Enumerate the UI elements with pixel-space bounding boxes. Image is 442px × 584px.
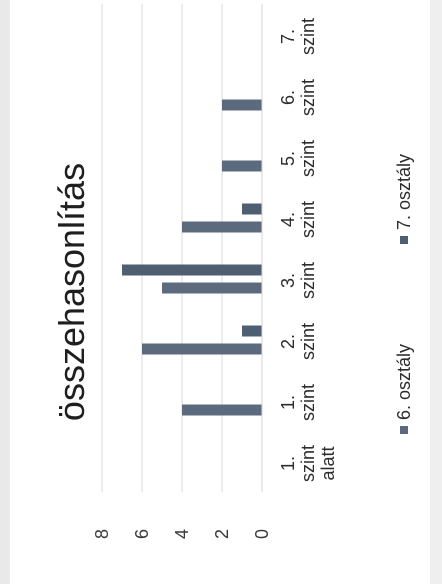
x-category-label-line: szint	[298, 201, 318, 238]
x-category-label-line: szint	[298, 384, 318, 421]
legend-swatch	[400, 426, 408, 434]
bar-6-osztaly	[142, 343, 262, 355]
x-category-label: 4. szint	[278, 201, 318, 238]
x-category-label: 3. szint	[278, 262, 318, 299]
y-tick-label: 2	[212, 529, 232, 539]
x-category-label-line: 4.	[278, 212, 298, 227]
x-category-label: 6. szint	[278, 79, 318, 116]
y-tick-label: 0	[252, 529, 272, 539]
x-category-label: 1. szint alatt	[278, 445, 338, 482]
x-category-label-line: szint	[298, 79, 318, 116]
legend-label: 7. osztály	[394, 154, 414, 230]
x-category-label-line: 3.	[278, 273, 298, 288]
x-category-label-line: szint	[298, 445, 318, 482]
x-category-label: 5. szint	[278, 140, 318, 177]
x-category-label-line: 1.	[278, 456, 298, 471]
bar-7-osztaly	[242, 203, 262, 215]
x-category-label-line: szint	[298, 18, 318, 55]
bar-6-osztaly	[222, 160, 262, 172]
legend-label: 6. osztály	[394, 344, 414, 420]
x-category-label-line: 7.	[278, 29, 298, 44]
legend: 6. osztály 7. osztály	[394, 154, 414, 434]
bar-6-osztaly	[222, 99, 262, 111]
bar-6-osztaly	[182, 221, 262, 233]
x-category-label-line: 1.	[278, 395, 298, 410]
x-category-label: 1. szint	[278, 384, 318, 421]
x-category-label-line: szint	[298, 262, 318, 299]
x-category-label-line: alatt	[318, 446, 338, 480]
y-tick-label: 8	[92, 529, 112, 539]
bars	[122, 99, 262, 416]
bar-6-osztaly	[182, 404, 262, 416]
gridlines	[101, 4, 223, 492]
x-category-label: 7. szint	[278, 18, 318, 55]
y-axis-ticks: 0 2 4 6 8	[92, 529, 272, 539]
bar-7-osztaly	[242, 325, 262, 337]
chart-title: összehasonlítás	[51, 163, 92, 421]
bar-7-osztaly	[122, 264, 262, 276]
x-category-label-line: 5.	[278, 151, 298, 166]
x-category-label-line: szint	[298, 140, 318, 177]
x-category-label-line: 6.	[278, 90, 298, 105]
y-tick-label: 4	[172, 529, 192, 539]
x-category-label: 2. szint	[278, 323, 318, 360]
bar-6-osztaly	[162, 282, 262, 294]
y-tick-label: 6	[132, 529, 152, 539]
x-category-label-line: 2.	[278, 334, 298, 349]
x-category-label-line: szint	[298, 323, 318, 360]
legend-swatch	[400, 236, 408, 244]
